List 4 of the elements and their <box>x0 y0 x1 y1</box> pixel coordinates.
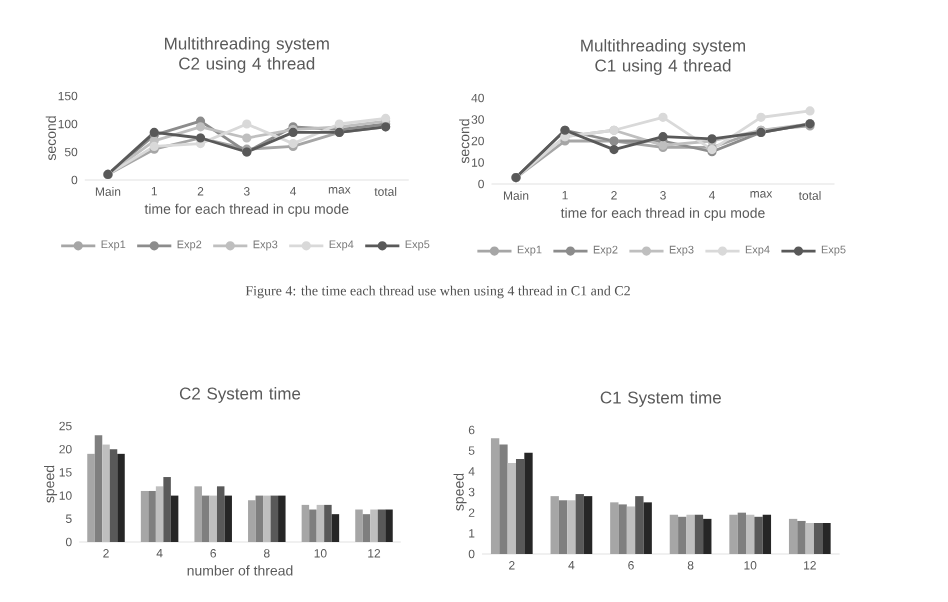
chart-title: C1 System time <box>600 391 721 407</box>
chart-title: C2 System time <box>179 387 301 403</box>
chart-title: Multithreading system C1 using 4 thread <box>581 39 745 75</box>
chart-title: Multithreading system C2 using 4 thread <box>165 37 329 73</box>
